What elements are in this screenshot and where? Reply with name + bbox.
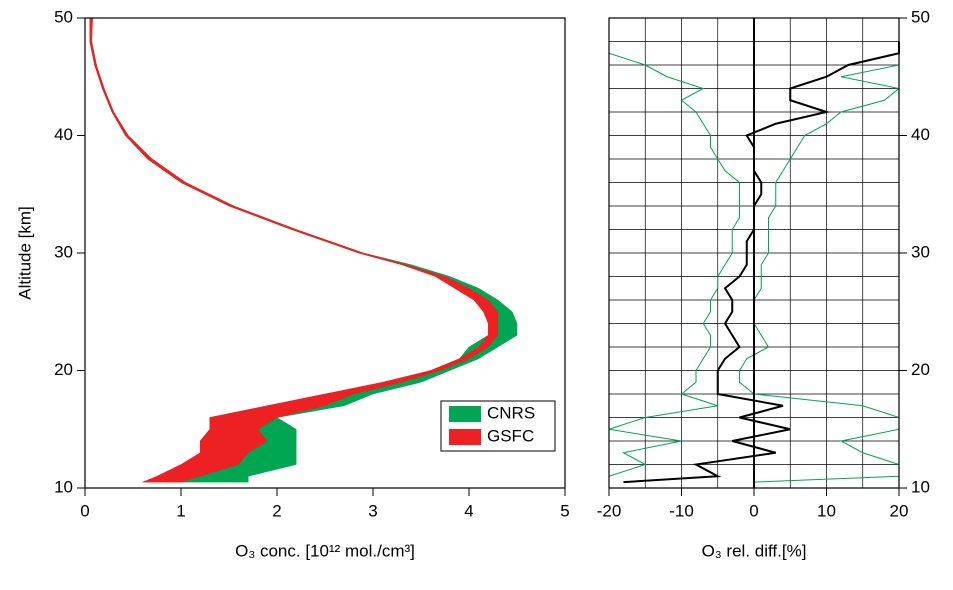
y-tick-label: 50 [54,7,73,26]
x-tick-label: 20 [890,501,909,520]
x-tick-label: -20 [597,501,622,520]
y-axis-label: Altitude [km] [15,206,34,300]
y-tick-label: 40 [54,125,73,144]
x-tick-label: 2 [272,501,281,520]
x-tick-label: 0 [749,501,758,520]
profile-line [739,41,901,483]
x-tick-label: -10 [669,501,694,520]
x-tick-label: 10 [817,501,836,520]
band-area [89,17,499,483]
legend-label: CNRS [487,403,535,422]
x-tick-label: 1 [176,501,185,520]
y-tick-label: 20 [911,360,930,379]
x-tick-label: 5 [560,501,569,520]
x-axis-label: O₃ rel. diff.[%] [702,541,807,560]
legend-label: GSFC [487,426,534,445]
profile-line [608,41,740,483]
y-tick-label: 40 [911,125,930,144]
legend-swatch [449,406,481,422]
x-axis-label: O₃ conc. [10¹² mol./cm³] [235,541,415,560]
y-tick-label: 20 [54,360,73,379]
y-tick-label: 10 [911,477,930,496]
x-tick-label: 0 [80,501,89,520]
y-tick-label: 50 [911,7,930,26]
y-tick-label: 30 [911,242,930,261]
y-tick-label: 30 [54,242,73,261]
x-tick-label: 3 [368,501,377,520]
x-tick-label: 4 [464,501,473,520]
legend-swatch [449,429,481,445]
y-tick-label: 10 [54,477,73,496]
